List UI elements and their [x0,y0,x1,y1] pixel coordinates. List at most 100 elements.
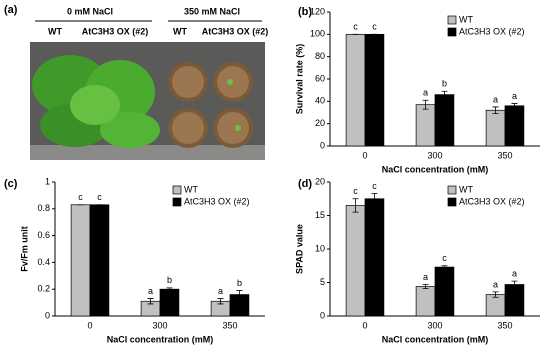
significance-letter: c [78,192,83,202]
bar [415,104,436,147]
y-tick-label: 100 [310,29,325,39]
y-axis-label: SPAD value [294,224,304,274]
legend-label: AtC3H3 OX (#2) [184,196,250,206]
significance-letter: a [512,269,517,279]
y-tick-label: 0.4 [37,257,50,267]
y-tick-label: 0 [320,310,325,320]
error-bar [511,280,518,289]
error-bar [492,106,499,115]
photo [30,42,265,160]
bar [364,33,385,147]
bar [504,284,525,317]
bar [485,294,506,317]
bar [415,286,436,317]
group-label: AtC3H3 OX (#2) [202,26,269,36]
significance-letter: b [442,79,447,89]
bar [434,94,455,147]
y-tick-label: 0.2 [37,284,50,294]
error-bar [422,284,429,289]
y-tick-label: 60 [315,73,325,83]
y-tick-label: 20 [315,118,325,128]
group-title: 0 mM NaCl [67,6,113,16]
group-label: WT [173,26,187,36]
y-tick-label: 5 [320,277,325,287]
legend-swatch [172,197,182,207]
x-tick-label: 0 [362,320,367,330]
x-tick-label: 300 [427,150,442,160]
error-bar [217,298,224,305]
error-bar [371,192,378,205]
legend-swatch [172,185,182,195]
bar [159,288,180,317]
x-axis-label: NaCl concentration (mM) [382,334,489,344]
significance-letter: a [423,88,428,98]
bar [70,204,91,317]
x-tick-label: 350 [497,150,512,160]
x-axis-label: NaCl concentration (mM) [107,334,214,344]
error-bar [422,99,429,110]
bar [485,109,506,147]
significance-letter: c [442,253,447,263]
y-tick-label: 1 [45,176,50,186]
y-tick-label: 15 [315,210,325,220]
y-axis-label: Survival rate (%) [294,44,304,115]
x-tick-label: 350 [222,320,237,330]
x-tick-label: 300 [427,320,442,330]
y-tick-label: 20 [315,176,325,186]
significance-letter: a [512,91,517,101]
x-axis-label: NaCl concentration (mM) [382,164,489,174]
y-tick-label: 0.6 [37,230,50,240]
y-tick-label: 0 [320,140,325,150]
y-axis-label: Fv/Fm unit [19,226,29,272]
significance-letter: c [372,22,377,32]
error-bar [492,291,499,298]
significance-letter: a [148,286,153,296]
group-label: AtC3H3 OX (#2) [82,26,149,36]
significance-letter: b [237,278,242,288]
bar [364,198,385,317]
y-tick-label: 40 [315,96,325,106]
bar [504,105,525,147]
y-tick-label: 120 [310,6,325,16]
x-tick-label: 0 [362,150,367,160]
bar [345,33,366,147]
error-bar [147,298,154,305]
error-bar [352,198,359,213]
significance-letter: c [353,186,358,196]
legend-label: AtC3H3 OX (#2) [459,196,525,206]
legend-swatch [447,197,457,207]
bar [89,204,110,317]
error-bar [441,265,448,269]
legend-swatch [447,27,457,37]
legend-label: AtC3H3 OX (#2) [459,26,525,36]
error-bar [236,290,243,299]
x-tick-label: 350 [497,320,512,330]
panel-label: (c) [4,178,18,190]
significance-letter: c [353,22,358,32]
x-tick-label: 300 [152,320,167,330]
significance-letter: c [372,181,377,191]
legend-label: WT [184,184,198,194]
significance-letter: a [218,286,223,296]
panel-label: (b) [298,6,312,18]
panel-label: (d) [298,178,312,190]
significance-letter: b [167,275,172,285]
bar [434,266,455,317]
error-bar [166,287,173,291]
group-label: WT [48,26,62,36]
panel-label: (a) [4,4,18,16]
group-title: 350 mM NaCl [184,6,240,16]
y-tick-label: 0 [45,310,50,320]
legend-swatch [447,15,457,25]
error-bar [511,103,518,109]
significance-letter: a [423,272,428,282]
significance-letter: a [493,94,498,104]
legend-label: WT [459,184,473,194]
y-tick-label: 80 [315,51,325,61]
error-bar [441,90,448,99]
legend-swatch [447,185,457,195]
bar [345,205,366,317]
y-tick-label: 0.8 [37,203,50,213]
legend-label: WT [459,14,473,24]
